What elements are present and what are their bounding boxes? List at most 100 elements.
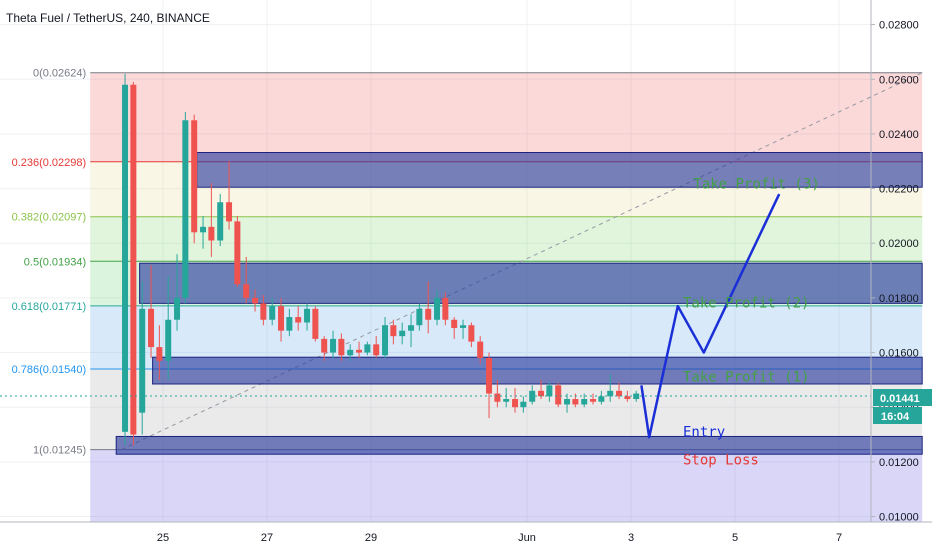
candle-body-33 <box>408 325 415 331</box>
candle-body-25 <box>338 338 345 356</box>
candle-body-21 <box>304 308 311 323</box>
candle-body-56 <box>607 390 614 397</box>
candle-body-9 <box>200 226 207 233</box>
annotation-4: Stop Loss <box>683 453 759 469</box>
fib-level-label-5: 0.786(0.01540) <box>12 364 87 376</box>
candle-body-6 <box>174 297 181 320</box>
candle-body-16 <box>260 303 267 320</box>
price-badge-value: 0.01441 <box>880 393 920 405</box>
x-tick-labels: 25 27 29 Jun 3 5 7 <box>157 532 842 544</box>
candle-body-44 <box>503 399 510 402</box>
candle-body-4 <box>156 347 163 361</box>
candle-body-17 <box>269 306 276 320</box>
candle-body-54 <box>590 399 597 402</box>
annotations: Take Profit (3) Take Profit (2) Take Profi… <box>683 177 820 469</box>
x-tick-label-4: 3 <box>628 532 634 544</box>
candle-body-45 <box>512 399 519 408</box>
fib-level-label-2: 0.382(0.02097) <box>12 212 87 224</box>
candle-body-57 <box>616 390 623 397</box>
candle-body-19 <box>286 317 293 331</box>
x-tick-label-3: Jun <box>518 532 536 544</box>
tp3-zone <box>196 152 923 188</box>
candle-body-31 <box>390 325 397 337</box>
candle-body-43 <box>494 393 501 402</box>
x-tick-label-1: 27 <box>261 532 273 544</box>
candle-body-11 <box>217 202 224 241</box>
fib-band-6 <box>90 449 923 522</box>
candle-body-2 <box>139 308 146 413</box>
fib-level-label-3: 0.5(0.01934) <box>24 256 86 268</box>
candle-body-8 <box>191 120 198 233</box>
candle-body-1 <box>130 84 137 435</box>
candle-body-37 <box>442 297 449 320</box>
candle-body-29 <box>373 344 380 356</box>
fib-level-label-1: 0.236(0.02298) <box>12 157 87 169</box>
candle-body-12 <box>226 202 233 222</box>
candle-body-51 <box>564 399 571 405</box>
y-tick-label-8: 0.01200 <box>879 457 919 469</box>
candle-body-22 <box>312 308 319 339</box>
candle-body-36 <box>434 297 441 320</box>
annotation-2: Take Profit (1) <box>683 370 809 386</box>
candle-body-0 <box>122 84 129 432</box>
trend-line <box>121 72 923 451</box>
candle-body-14 <box>243 284 250 298</box>
countdown-badge-bg <box>873 407 922 424</box>
y-tick-label-4: 0.02000 <box>879 238 919 250</box>
axes <box>0 0 932 523</box>
x-tick-label-2: 29 <box>365 532 377 544</box>
fib-level-label-0: 0(0.02624) <box>33 68 86 80</box>
candle-body-40 <box>468 325 475 342</box>
candle-body-49 <box>546 385 553 397</box>
annotation-1: Take Profit (2) <box>683 295 809 311</box>
x-tick-label-5: 5 <box>732 532 738 544</box>
tp1-zone <box>152 356 923 385</box>
candle-body-10 <box>208 226 215 241</box>
sl-zone <box>115 435 923 455</box>
fib-level-label-4: 0.618(0.01771) <box>12 301 87 313</box>
candle-body-53 <box>581 399 588 405</box>
candle-body-58 <box>624 396 631 400</box>
candle-body-52 <box>572 399 579 405</box>
candle-body-27 <box>356 349 363 353</box>
candle-body-34 <box>416 308 423 326</box>
countdown-badge-value: 16:04 <box>881 411 910 423</box>
candle-body-5 <box>165 319 172 361</box>
candle-body-55 <box>598 396 605 402</box>
candle-body-46 <box>520 401 527 408</box>
price-badge: 0.01441 16:04 <box>873 389 932 424</box>
candle-body-18 <box>278 306 285 331</box>
fib-band-2 <box>90 216 923 262</box>
candle-body-23 <box>321 338 328 353</box>
y-tick-label-6: 0.01600 <box>879 348 919 360</box>
candle-body-41 <box>477 341 484 359</box>
candle-body-24 <box>330 338 337 353</box>
candle-body-35 <box>425 308 432 320</box>
candle-body-30 <box>382 325 389 356</box>
candle-body-50 <box>555 385 562 405</box>
fib-band-0 <box>90 72 923 162</box>
candle-body-15 <box>252 297 259 304</box>
candle-body-26 <box>347 349 354 356</box>
y-tick-label-0: 0.02800 <box>879 20 919 32</box>
fib-labels: 0(0.02624) 0.236(0.02298) 0.382(0.02097) 0.… <box>12 68 87 457</box>
candle-body-48 <box>538 390 545 397</box>
price-badge-bg <box>873 389 932 406</box>
y-tick-label-3: 0.02200 <box>879 184 919 196</box>
candle-body-13 <box>234 221 241 285</box>
candles <box>122 73 640 446</box>
chart-title: Theta Fuel / TetherUS, 240, BINANCE <box>6 11 210 25</box>
annotation-3: Entry <box>683 424 725 440</box>
x-tick-label-6: 7 <box>836 532 842 544</box>
annotation-0: Take Profit (3) <box>693 177 819 193</box>
y-tick-label-9: 0.01000 <box>879 512 919 524</box>
candle-body-3 <box>148 308 155 348</box>
projection-group <box>640 193 781 439</box>
projection-path <box>640 193 781 439</box>
fib-level-label-6: 1(0.01245) <box>33 445 86 457</box>
candle-body-38 <box>451 319 458 328</box>
candle-body-42 <box>486 358 493 394</box>
candle-body-32 <box>399 330 406 337</box>
